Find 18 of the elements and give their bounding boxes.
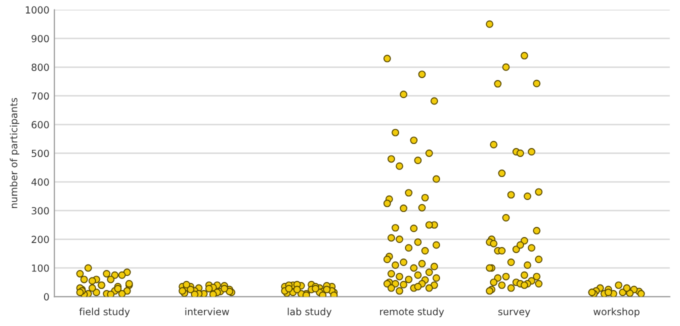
y-tick-label: 500 bbox=[32, 150, 49, 158]
y-tick-label: 900 bbox=[32, 34, 49, 42]
x-tick-label: interview bbox=[185, 308, 230, 316]
y-axis-title: number of participants bbox=[10, 98, 20, 208]
y-tick-label: 0 bbox=[44, 293, 49, 300]
x-tick-label: survey bbox=[498, 310, 530, 318]
x-tick-label: remote study bbox=[380, 308, 444, 318]
y-tick-label: 100 bbox=[32, 264, 49, 272]
y-tick-label: 300 bbox=[32, 207, 49, 214]
y-tick-label: 600 bbox=[32, 121, 49, 128]
y-tick-label: 700 bbox=[32, 92, 49, 100]
y-tick-label: 400 bbox=[31, 178, 49, 186]
y-tick-label: 200 bbox=[32, 236, 49, 244]
x-tick-label: workshop bbox=[594, 308, 640, 318]
y-tick-label: 800 bbox=[32, 64, 49, 71]
x-tick-label: field study bbox=[79, 308, 130, 318]
y-tick-label: 1000 bbox=[26, 6, 49, 14]
x-tick-label: lab study bbox=[288, 308, 332, 318]
